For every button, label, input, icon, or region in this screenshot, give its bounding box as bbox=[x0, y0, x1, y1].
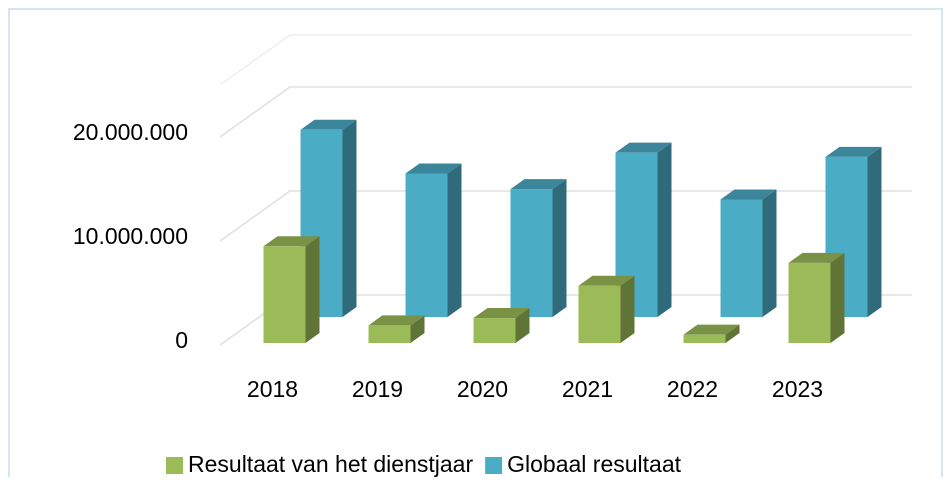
bar-side bbox=[762, 189, 777, 317]
x-tick-label: 2018 bbox=[247, 376, 298, 402]
y-tick-label: 0 bbox=[175, 327, 188, 353]
bar-top bbox=[510, 179, 567, 190]
bar-top bbox=[300, 119, 357, 130]
bar-top bbox=[368, 315, 425, 326]
x-tick-label: 2021 bbox=[562, 376, 613, 402]
bar-top bbox=[720, 189, 777, 200]
legend-label: Resultaat van het dienstjaar bbox=[188, 451, 473, 477]
y-tick-label: 20.000.000 bbox=[73, 119, 188, 145]
bar bbox=[510, 189, 553, 317]
bar-top bbox=[615, 142, 672, 153]
y-tick-label: 10.000.000 bbox=[73, 223, 188, 249]
bar-top bbox=[825, 146, 882, 157]
bar bbox=[720, 199, 763, 317]
bar-top bbox=[578, 275, 635, 286]
bar bbox=[368, 325, 411, 343]
bar-side bbox=[447, 163, 462, 317]
bar-side bbox=[657, 142, 672, 317]
bar-side bbox=[410, 315, 425, 343]
bar-top bbox=[683, 324, 740, 335]
chart-frame bbox=[8, 8, 943, 482]
bar-top bbox=[473, 308, 530, 319]
bar bbox=[473, 318, 516, 343]
x-tick-label: 2020 bbox=[457, 376, 508, 402]
bar bbox=[578, 285, 621, 343]
legend-swatch bbox=[166, 457, 183, 474]
x-tick-label: 2019 bbox=[352, 376, 403, 402]
bar-side bbox=[830, 252, 845, 343]
bar-side bbox=[552, 179, 567, 317]
x-tick-label: 2022 bbox=[667, 376, 718, 402]
bar bbox=[405, 173, 448, 317]
bar-side bbox=[620, 275, 635, 343]
bar bbox=[263, 246, 306, 343]
bar-top bbox=[405, 163, 462, 174]
legend-label: Globaal resultaat bbox=[507, 451, 681, 477]
legend-swatch bbox=[485, 457, 503, 474]
bar-side bbox=[515, 308, 530, 343]
bar-side bbox=[305, 236, 320, 343]
bar-side bbox=[867, 146, 882, 317]
wall-edge bbox=[219, 34, 291, 86]
bar bbox=[788, 262, 831, 343]
bar-top bbox=[263, 236, 320, 247]
grid-line bbox=[219, 190, 912, 242]
bar-side bbox=[725, 324, 740, 343]
x-tick-label: 2023 bbox=[772, 376, 823, 402]
bar bbox=[683, 334, 726, 343]
bar-side bbox=[342, 119, 357, 317]
grid-line bbox=[219, 86, 912, 138]
bar-top bbox=[788, 252, 845, 263]
